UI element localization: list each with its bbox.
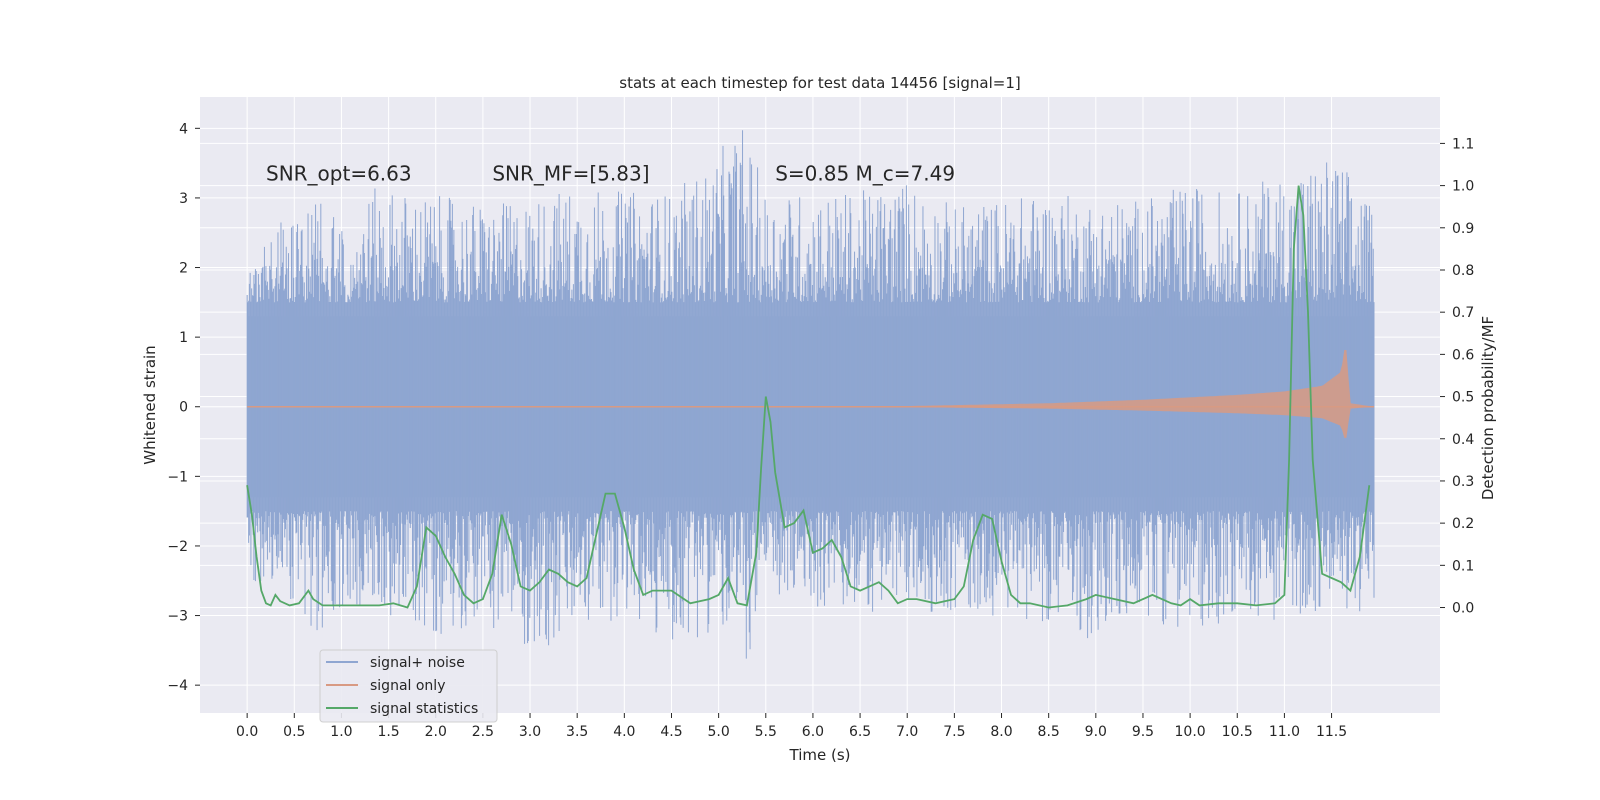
annotation-1: SNR_MF=[5.83] bbox=[492, 162, 649, 186]
y-left-tick-label: 3 bbox=[179, 191, 188, 207]
y-right-tick-label: 0.7 bbox=[1452, 305, 1474, 321]
x-tick-label: 7.0 bbox=[896, 724, 918, 740]
y-right-tick-label: 0.9 bbox=[1452, 221, 1474, 237]
x-tick-label: 6.5 bbox=[849, 724, 871, 740]
y-left-tick-label: −2 bbox=[167, 539, 188, 555]
x-tick-label: 1.5 bbox=[377, 724, 399, 740]
y-left-tick-label: −4 bbox=[167, 678, 188, 694]
x-tick-label: 2.5 bbox=[472, 724, 494, 740]
y-right-tick-label: 0.1 bbox=[1452, 558, 1474, 574]
x-tick-label: 4.5 bbox=[660, 724, 682, 740]
y-right-tick-label: 0.4 bbox=[1452, 432, 1474, 448]
y-left-tick-label: −1 bbox=[167, 469, 188, 485]
legend: signal+ noise signal only signal statist… bbox=[319, 649, 498, 723]
signal-only-series bbox=[247, 350, 1374, 438]
y-right-tick-label: 0.2 bbox=[1452, 516, 1474, 532]
x-tick-label: 3.0 bbox=[519, 724, 541, 740]
y-right-tick-label: 1.1 bbox=[1452, 136, 1474, 152]
x-axis-ticks: 0.0 0.5 1.0 1.5 2.0 2.5 3.0 3.5 4.0 4.5 5.0 5.5 6.0 6… bbox=[236, 713, 1347, 740]
y-left-axis-ticks: 4 3 2 1 0 −1 −2 −3 −4 bbox=[167, 121, 200, 694]
chart-title: stats at each timestep for test data 144… bbox=[619, 74, 1020, 92]
annotations: SNR_opt=6.63 SNR_MF=[5.83] S=0.85 M_c=7.49 bbox=[266, 162, 955, 186]
x-tick-label: 9.5 bbox=[1132, 724, 1154, 740]
y-left-tick-label: 0 bbox=[179, 400, 188, 416]
y-left-tick-label: −3 bbox=[167, 609, 188, 625]
y-left-tick-label: 1 bbox=[179, 330, 188, 346]
x-tick-label: 10.5 bbox=[1222, 724, 1253, 740]
x-tick-label: 8.5 bbox=[1038, 724, 1060, 740]
y-right-tick-label: 0.5 bbox=[1452, 390, 1474, 406]
annotation-2: S=0.85 M_c=7.49 bbox=[775, 162, 955, 186]
x-axis-label: Time (s) bbox=[789, 746, 851, 764]
y-left-tick-label: 4 bbox=[179, 121, 188, 137]
y-right-tick-label: 0.6 bbox=[1452, 347, 1474, 363]
y-right-tick-label: 0.8 bbox=[1452, 263, 1474, 279]
x-tick-label: 11.5 bbox=[1316, 724, 1347, 740]
legend-label-statistics: signal statistics bbox=[370, 701, 478, 717]
x-tick-label: 6.0 bbox=[802, 724, 824, 740]
x-tick-label: 10.0 bbox=[1175, 724, 1206, 740]
x-tick-label: 5.5 bbox=[755, 724, 777, 740]
x-tick-label: 8.0 bbox=[990, 724, 1012, 740]
legend-label-noise: signal+ noise bbox=[370, 655, 465, 671]
y-right-axis-label: Detection probability/MF bbox=[1479, 316, 1497, 500]
x-tick-label: 0.0 bbox=[236, 724, 258, 740]
x-tick-label: 4.0 bbox=[613, 724, 635, 740]
signal-only-envelope bbox=[907, 350, 1374, 438]
x-tick-label: 5.0 bbox=[707, 724, 729, 740]
legend-label-signal: signal only bbox=[370, 678, 445, 694]
x-tick-label: 9.0 bbox=[1085, 724, 1107, 740]
x-tick-label: 0.5 bbox=[283, 724, 305, 740]
x-tick-label: 7.5 bbox=[943, 724, 965, 740]
signal-statistics-line bbox=[246, 185, 1371, 609]
x-tick-label: 11.0 bbox=[1269, 724, 1300, 740]
y-right-tick-label: 1.0 bbox=[1452, 179, 1474, 195]
x-tick-label: 1.0 bbox=[330, 724, 352, 740]
x-tick-label: 2.0 bbox=[425, 724, 447, 740]
y-left-axis-label: Whitened strain bbox=[141, 345, 159, 464]
y-right-tick-label: 0.3 bbox=[1452, 474, 1474, 490]
signal-statistics-series bbox=[246, 185, 1371, 609]
y-left-tick-label: 2 bbox=[179, 261, 188, 277]
x-tick-label: 3.5 bbox=[566, 724, 588, 740]
y-right-axis-ticks: 1.1 1.0 0.9 0.8 0.7 0.6 0.5 0.4 0.3 0.2 0.1 0.0 bbox=[1440, 136, 1474, 617]
legend-box bbox=[319, 649, 498, 723]
y-right-tick-label: 0.0 bbox=[1452, 601, 1474, 617]
annotation-0: SNR_opt=6.63 bbox=[266, 162, 412, 186]
